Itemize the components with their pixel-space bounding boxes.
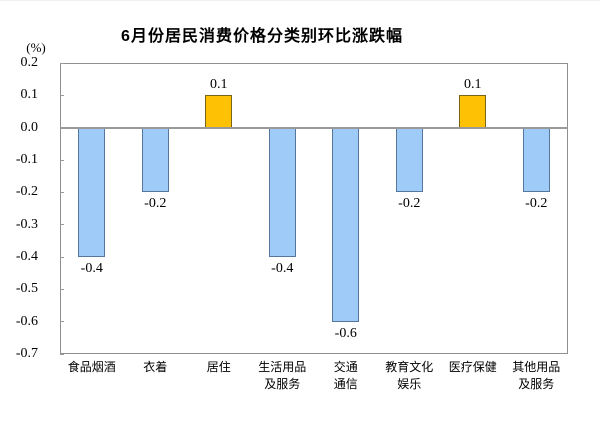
bar-1 — [141, 127, 169, 193]
y-axis-tick-label: -0.5 — [15, 281, 38, 297]
bar-6 — [459, 95, 487, 128]
y-axis-tick-label: -0.7 — [15, 346, 38, 361]
x-axis-category-label: 医疗保健 — [448, 360, 497, 374]
bar-5 — [395, 127, 423, 193]
bar-value-label: -0.4 — [271, 261, 294, 276]
bar-value-label: -0.4 — [80, 261, 103, 276]
y-axis-tick-label: -0.6 — [15, 313, 38, 329]
bar-value-label: -0.2 — [525, 196, 548, 212]
y-axis-tick-mark — [60, 159, 64, 161]
zero-axis-line — [60, 126, 568, 129]
y-axis-tick-mark — [60, 353, 64, 355]
x-axis-category-label: 衣着 — [143, 360, 168, 374]
chart-title: 6月份居民消费价格分类别环比涨跌幅 — [121, 28, 403, 45]
x-axis-category-label: 教育文化 娱乐 — [385, 360, 434, 391]
y-axis-tick-mark — [60, 256, 64, 258]
bar-4 — [332, 127, 360, 322]
y-axis-tick-label: -0.1 — [15, 152, 38, 167]
bar-value-label: -0.6 — [334, 325, 357, 341]
y-axis-tick-mark — [60, 224, 64, 226]
x-axis-category-label: 其他用品 及服务 — [512, 360, 561, 391]
x-axis-category-label: 交通 通信 — [333, 360, 358, 391]
x-axis-category-label: 生活用品 及服务 — [258, 360, 307, 391]
y-axis-tick-label: 0.0 — [20, 119, 39, 135]
bar-0 — [78, 127, 106, 257]
y-axis-tick-mark — [60, 321, 64, 323]
bar-value-label: 0.1 — [464, 77, 482, 93]
y-axis-tick-label: 0.2 — [20, 55, 39, 70]
y-axis-unit-label: (%) — [26, 40, 46, 55]
y-axis-tick-mark — [60, 62, 64, 64]
bar-2 — [205, 95, 233, 128]
y-axis-tick-mark — [60, 288, 64, 290]
y-axis-tick-label: -0.3 — [15, 216, 38, 232]
x-axis-category-label: 居住 — [206, 360, 231, 374]
bar-value-label: -0.2 — [144, 196, 167, 212]
x-axis-category-label: 食品烟酒 — [67, 360, 116, 374]
bar-7 — [522, 127, 550, 193]
bar-value-label: 0.1 — [210, 77, 228, 93]
y-axis-tick-label: -0.2 — [15, 184, 38, 200]
bar-3 — [268, 127, 296, 257]
y-axis-tick-mark — [60, 94, 64, 96]
bar-value-label: -0.2 — [398, 196, 421, 212]
y-axis-tick-label: 0.1 — [20, 87, 39, 103]
y-axis-tick-label: -0.4 — [15, 249, 38, 264]
y-axis-tick-mark — [60, 191, 64, 193]
